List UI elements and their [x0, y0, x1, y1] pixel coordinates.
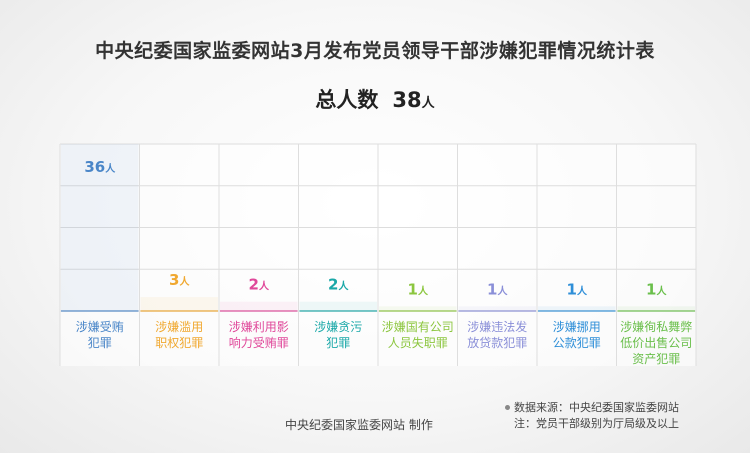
- category-label: 涉嫌滥用: [155, 320, 203, 334]
- note-line: 注：党员干部级别为厅局级及以上: [514, 417, 679, 430]
- column-panel: [219, 144, 299, 366]
- category-label: 放贷款犯罪: [467, 335, 527, 350]
- category-label: 人员失职罪: [388, 335, 448, 350]
- data-label: 3人: [169, 271, 190, 289]
- data-source: 数据来源：中央纪委国家监委网站 注：党员干部级别为厅局级及以上: [505, 400, 679, 432]
- category-label: 涉嫌挪用: [553, 320, 601, 334]
- category-label: 公款犯罪: [553, 336, 601, 350]
- column-panel: [537, 144, 617, 366]
- category-label: 资产犯罪: [632, 352, 680, 366]
- column-panel: [298, 144, 378, 366]
- category-label: 犯罪: [88, 336, 112, 350]
- chart-title: 中央纪委国家监委网站3月发布党员领导干部涉嫌犯罪情况统计表: [95, 40, 655, 62]
- bar: [140, 297, 218, 311]
- data-label: 1人: [646, 280, 667, 298]
- bar: [299, 301, 377, 311]
- category-label: 职权犯罪: [155, 336, 203, 350]
- data-label: 1人: [567, 280, 588, 298]
- category-label: 涉嫌受贿: [76, 320, 124, 334]
- bar: [538, 306, 616, 311]
- column-panel: [378, 144, 458, 366]
- category-label: 涉嫌违法发: [467, 319, 527, 334]
- column-panel: [60, 144, 140, 366]
- bar: [458, 306, 536, 311]
- column-panel: [616, 144, 696, 366]
- column-panel: [139, 144, 219, 366]
- source-line: 数据来源：中央纪委国家监委网站: [514, 401, 679, 414]
- bar: [61, 144, 139, 311]
- column-panel: [457, 144, 537, 366]
- bar: [617, 306, 695, 311]
- bar: [379, 306, 457, 311]
- bullet-icon: [505, 405, 510, 410]
- credit: 中央纪委国家监委网站 制作: [285, 418, 433, 432]
- data-label: 1人: [408, 280, 429, 298]
- total-unit: 人: [421, 96, 435, 111]
- data-label: 1人: [487, 280, 508, 298]
- category-label: 涉嫌国有公司: [382, 320, 454, 334]
- category-label: 涉嫌徇私舞弊: [620, 319, 692, 334]
- total-count: 总人数 38人: [0, 84, 750, 114]
- category-label: 犯罪: [326, 336, 350, 350]
- category-label: 涉嫌贪污: [314, 319, 362, 334]
- bar: [220, 301, 298, 311]
- data-label: 36人: [84, 158, 116, 176]
- category-label: 响力受贿罪: [229, 335, 289, 350]
- total-value: 38: [392, 88, 422, 112]
- data-label: 2人: [249, 276, 270, 294]
- category-label: 低价出售公司: [620, 335, 692, 350]
- data-label: 2人: [328, 276, 349, 294]
- total-label: 总人数: [315, 88, 379, 112]
- category-label: 涉嫌利用影: [229, 320, 289, 334]
